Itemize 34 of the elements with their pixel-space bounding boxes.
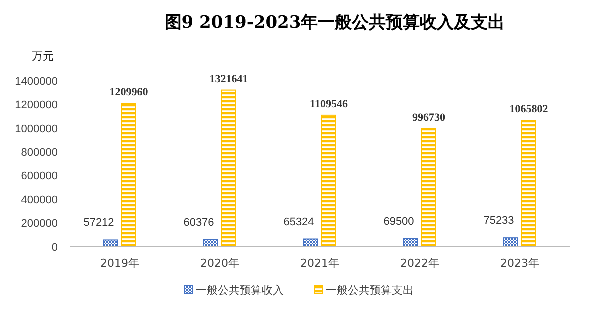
data-label: 1109546 — [310, 98, 348, 110]
x-tick-label: 2019年 — [100, 257, 140, 270]
data-label: 1321641 — [210, 73, 248, 86]
bar — [522, 120, 536, 248]
bar — [504, 238, 518, 248]
x-tick-label: 2023年 — [500, 257, 540, 270]
chart-title: 图9 2019-2023年一般公共预算收入及支出 — [164, 13, 506, 33]
data-label: 1209960 — [110, 86, 149, 99]
y-tick-label: 1200000 — [15, 100, 58, 112]
bar — [122, 103, 136, 248]
data-label: 60376 — [184, 216, 214, 229]
x-tick-label: 2020年 — [200, 257, 240, 270]
legend-label: 一般公共预算支出 — [326, 284, 414, 297]
x-tick-label: 2022年 — [400, 257, 440, 270]
x-tick-label: 2021年 — [300, 257, 340, 270]
bar — [104, 240, 118, 248]
data-label: 69500 — [384, 216, 414, 228]
y-tick-label: 1400000 — [15, 76, 58, 88]
data-label: 996730 — [412, 112, 446, 124]
y-tick-label: 600000 — [21, 170, 58, 183]
data-label: 1065802 — [510, 104, 549, 116]
y-tick-label: 0 — [52, 242, 58, 254]
bar — [422, 128, 436, 248]
data-label: 75233 — [484, 215, 514, 228]
y-tick-label: 1000000 — [15, 123, 58, 136]
data-label: 57212 — [84, 217, 114, 230]
legend-label: 一般公共预算收入 — [196, 284, 284, 297]
bar — [322, 114, 336, 248]
y-axis-title: 万元 — [32, 50, 54, 63]
y-tick-label: 400000 — [21, 194, 58, 206]
data-label: 65324 — [284, 216, 314, 228]
y-tick-label: 200000 — [21, 218, 58, 230]
y-tick-label: 800000 — [21, 146, 58, 159]
bar — [222, 90, 236, 248]
